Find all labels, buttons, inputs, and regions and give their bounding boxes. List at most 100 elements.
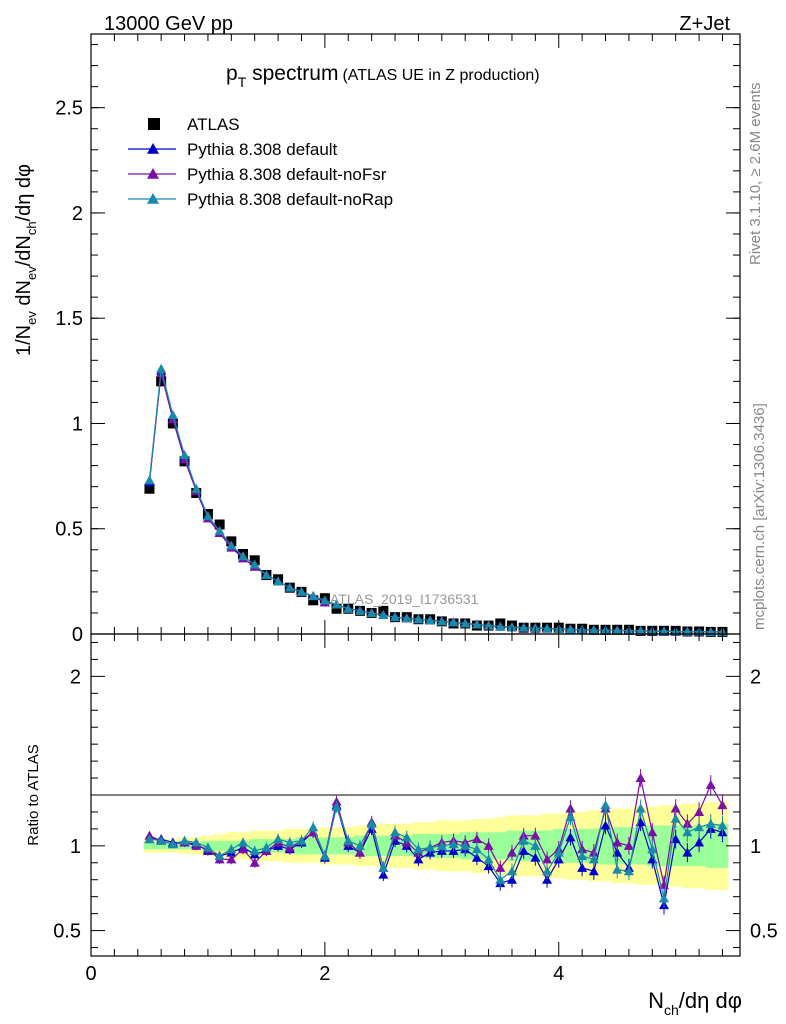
- analysis-watermark: ATLAS_2019_I1736531: [330, 591, 479, 607]
- ratio-point-2: [483, 854, 494, 864]
- rivet-label: Rivet 3.1.10, ≥ 2.6M events: [747, 83, 764, 266]
- mc-data-point-3: [343, 603, 354, 613]
- x-tick-label: 4: [553, 963, 564, 985]
- legend-marker-atlas: [148, 118, 160, 130]
- chart-title: pT spectrum (ATLAS UE in Z production): [226, 62, 540, 90]
- ratio-band-inner: [634, 827, 647, 865]
- ratio-band-inner: [213, 840, 226, 851]
- ratio-point-2: [191, 837, 202, 847]
- mc-data-point-3: [331, 599, 342, 609]
- ratio-band-inner: [377, 835, 390, 857]
- legend-marker-3: [147, 193, 159, 204]
- ratio-band-inner: [319, 837, 331, 855]
- mc-data-point-3: [319, 595, 330, 605]
- mc-data-point-3: [296, 586, 307, 596]
- ratio-point-2: [635, 803, 646, 813]
- title-main: p: [226, 62, 238, 85]
- mc-data-point-3: [483, 620, 494, 630]
- ratio-point-0: [588, 866, 599, 876]
- mc-data-point-3: [518, 622, 529, 632]
- ratio-point-2: [600, 800, 611, 810]
- mc-data-point-3: [144, 475, 155, 485]
- mc-data-point-3: [378, 610, 389, 620]
- mc-data-point-3: [273, 576, 284, 586]
- ratio-point-2: [565, 812, 576, 822]
- ratio-point-1: [612, 837, 623, 847]
- mc-data-point-3: [495, 621, 506, 631]
- x-axis-label: Nch/dη dφ: [648, 988, 742, 1018]
- ratio-point-1: [670, 803, 681, 813]
- ratio-band-inner: [716, 823, 729, 868]
- ratio-band-inner: [155, 842, 168, 850]
- ratio-point-2: [238, 837, 249, 847]
- ratio-point-2: [413, 844, 424, 854]
- ratio-band-inner: [599, 827, 612, 865]
- title-sub: T: [238, 74, 247, 90]
- ratio-point-0: [565, 832, 576, 842]
- ratio-point-2: [390, 827, 401, 837]
- x-tick-label: 2: [319, 963, 330, 985]
- ratio-point-1: [542, 854, 553, 864]
- ratio-y-tick-label-right: 0.5: [750, 921, 778, 943]
- ratio-point-2: [401, 832, 412, 842]
- mc-data-point-3: [413, 614, 424, 624]
- ratio-point-2: [518, 835, 529, 845]
- mc-data-point-3: [261, 570, 272, 580]
- mc-data-point-3: [401, 613, 412, 623]
- ratio-point-2: [366, 818, 377, 828]
- ratio-point-1: [238, 844, 249, 854]
- mc-data-point-3: [542, 623, 553, 633]
- ratio-point-0: [682, 847, 693, 857]
- ratio-point-2: [144, 834, 155, 844]
- ratio-point-2: [471, 844, 482, 854]
- ratio-point-0: [518, 845, 529, 855]
- title-small: (ATLAS UE in Z production): [342, 67, 539, 84]
- mc-data-point-3: [308, 591, 319, 601]
- ratio-band-inner: [143, 842, 156, 850]
- ratio-point-1: [635, 773, 646, 783]
- atlas-data-point: [214, 519, 225, 530]
- ratio-point-2: [553, 847, 564, 857]
- main-y-tick-label: 2.5: [55, 98, 83, 120]
- legend-label-0: ATLAS: [187, 115, 240, 134]
- ratio-y-tick-label: 0.5: [53, 921, 81, 943]
- mc-data-point-3: [354, 605, 365, 615]
- ratio-point-0: [600, 820, 611, 830]
- legend-marker-2: [147, 168, 159, 179]
- ratio-point-2: [378, 862, 389, 872]
- ratio-point-2: [448, 839, 459, 849]
- ratio-y-tick-label: 2: [70, 666, 81, 688]
- mc-data-point-3: [460, 618, 471, 628]
- x-tick-label: 0: [85, 963, 96, 985]
- mc-data-point-3: [390, 612, 401, 622]
- legend: ATLAS Pythia 8.308 default Pythia 8.308 de…: [128, 115, 393, 209]
- ratio-point-2: [612, 864, 623, 874]
- ratio-point-2: [694, 822, 705, 832]
- ratio-point-2: [343, 835, 354, 845]
- ratio-point-1: [249, 857, 260, 867]
- header-left: 13000 GeV pp: [104, 13, 233, 35]
- ratio-point-1: [471, 834, 482, 844]
- main-y-tick-label: 0.5: [55, 519, 83, 541]
- ratio-point-2: [577, 851, 588, 861]
- ratio-point-0: [471, 852, 482, 862]
- ratio-point-2: [705, 818, 716, 828]
- mc-data-point-3: [448, 617, 459, 627]
- mc-data-point-3: [238, 551, 249, 561]
- ratio-panel: 0.5 0.5 1 1 2 2 0 2 4: [53, 633, 778, 985]
- mc-data-point-3: [249, 559, 260, 569]
- ratio-point-2: [261, 842, 272, 852]
- mc-data-point-3: [436, 616, 447, 626]
- ratio-y-tick-label: 1: [70, 836, 81, 858]
- ratio-y-tick-label-right: 2: [750, 666, 761, 688]
- main-y-tick-label: 1.5: [55, 308, 83, 330]
- ratio-band-inner: [704, 823, 717, 868]
- ratio-point-2: [273, 834, 284, 844]
- header-right: Z+Jet: [679, 13, 730, 35]
- mc-data-point-3: [191, 483, 202, 493]
- ratio-point-0: [694, 837, 705, 847]
- ratio-band-inner: [330, 837, 343, 855]
- ratio-point-2: [623, 866, 634, 876]
- ratio-point-1: [717, 800, 728, 810]
